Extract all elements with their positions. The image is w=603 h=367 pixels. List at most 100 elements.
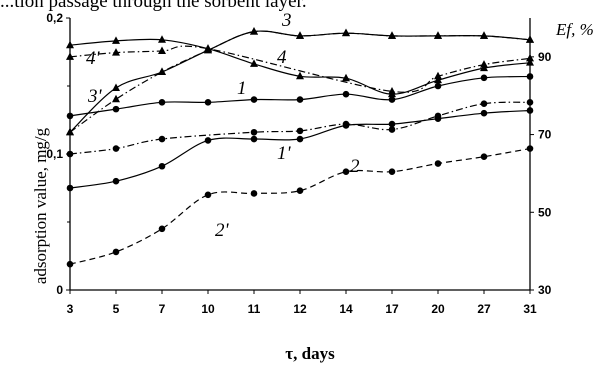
point-1 bbox=[434, 82, 442, 90]
point-2 bbox=[296, 135, 304, 143]
point-4 bbox=[342, 73, 350, 82]
point-4p bbox=[112, 48, 120, 56]
point-1 bbox=[250, 96, 258, 103]
point-1p bbox=[112, 145, 120, 152]
y-tick-label: 0,2 bbox=[46, 11, 63, 25]
point-1p bbox=[296, 127, 304, 135]
curve-label-3: 3 bbox=[281, 10, 292, 31]
x-tick-label: 3 bbox=[67, 302, 74, 316]
series-line-4p bbox=[69, 45, 531, 93]
point-1 bbox=[112, 105, 120, 113]
x-tick-label: 10 bbox=[201, 302, 215, 316]
point-3p bbox=[526, 35, 534, 43]
point-1p bbox=[388, 126, 396, 133]
point-3p bbox=[66, 127, 74, 136]
point-2p bbox=[66, 260, 74, 268]
point-1p bbox=[526, 99, 534, 106]
point-1 bbox=[158, 99, 166, 106]
point-2p bbox=[388, 168, 396, 175]
point-2p bbox=[434, 160, 442, 167]
point-2p bbox=[250, 190, 258, 197]
y-tick-label: 0,1 bbox=[46, 147, 63, 161]
y2-tick-label: 50 bbox=[538, 205, 552, 219]
x-tick-label: 20 bbox=[431, 302, 445, 316]
x-tick-label: 14 bbox=[339, 302, 353, 316]
point-4p bbox=[388, 86, 396, 95]
point-2p bbox=[112, 248, 120, 256]
point-4 bbox=[296, 71, 304, 80]
y-axis-label: adsorption value, mg/g bbox=[31, 127, 50, 284]
point-2 bbox=[342, 122, 350, 129]
point-2 bbox=[66, 184, 74, 192]
caption-text: ...tion passage through the sorbent laye… bbox=[0, 0, 307, 12]
curve-label-4p: 4' bbox=[86, 48, 101, 69]
point-3p bbox=[388, 31, 396, 39]
point-2p bbox=[526, 145, 534, 152]
point-1 bbox=[204, 99, 212, 106]
curve-label-3p: 3' bbox=[87, 86, 103, 107]
point-3 bbox=[112, 83, 120, 91]
point-4 bbox=[66, 40, 74, 49]
point-3p bbox=[158, 67, 166, 76]
point-4 bbox=[434, 75, 442, 84]
point-2p bbox=[296, 187, 304, 195]
point-1p bbox=[480, 100, 488, 107]
x-tick-label: 27 bbox=[477, 302, 491, 316]
point-1p bbox=[158, 135, 166, 143]
point-2 bbox=[250, 135, 258, 143]
point-4 bbox=[158, 35, 166, 43]
point-1 bbox=[388, 96, 396, 103]
curve-label-2: 2 bbox=[350, 156, 360, 177]
point-2 bbox=[526, 107, 534, 114]
point-2p bbox=[158, 225, 166, 233]
point-3p bbox=[480, 31, 488, 39]
point-4 bbox=[112, 36, 120, 44]
y2-axis-label: Ef, % bbox=[555, 20, 594, 39]
point-4 bbox=[250, 59, 258, 67]
x-tick-label: 11 bbox=[248, 302, 261, 316]
point-2 bbox=[158, 162, 166, 170]
x-tick-label: 17 bbox=[385, 302, 399, 316]
point-1 bbox=[526, 73, 534, 80]
point-2 bbox=[480, 109, 488, 117]
x-tick-label: 5 bbox=[113, 302, 120, 316]
point-4p bbox=[158, 46, 166, 55]
point-3p bbox=[434, 31, 442, 39]
point-2 bbox=[112, 177, 120, 185]
series-line-1p bbox=[69, 101, 531, 155]
series-line-2 bbox=[69, 109, 531, 189]
curve-label-4: 4 bbox=[277, 47, 287, 68]
y2-tick-label: 70 bbox=[538, 128, 552, 142]
point-4 bbox=[526, 58, 534, 66]
point-2p bbox=[204, 191, 212, 199]
point-4p bbox=[434, 71, 442, 80]
curve-label-1p: 1' bbox=[277, 143, 292, 164]
point-3p bbox=[112, 94, 120, 103]
x-axis-label: τ, days bbox=[285, 344, 335, 363]
point-2 bbox=[434, 115, 442, 122]
point-1 bbox=[480, 74, 488, 82]
series-line-4 bbox=[69, 38, 531, 95]
series-line-2p bbox=[69, 148, 531, 265]
curve-label-1: 1 bbox=[237, 78, 247, 99]
point-2p bbox=[342, 168, 350, 175]
x-tick-label: 31 bbox=[523, 302, 537, 316]
point-3p bbox=[250, 27, 258, 35]
point-2p bbox=[480, 153, 488, 161]
point-2 bbox=[388, 120, 396, 128]
curve-label-2p: 2' bbox=[215, 220, 230, 241]
point-4p bbox=[480, 60, 488, 68]
series-line-1 bbox=[69, 75, 531, 117]
y-tick-label: 0 bbox=[56, 283, 63, 297]
point-4p bbox=[526, 53, 534, 62]
x-tick-label: 7 bbox=[159, 302, 166, 316]
y2-tick-label: 90 bbox=[538, 50, 552, 64]
point-2 bbox=[204, 137, 212, 144]
point-3p bbox=[342, 28, 350, 37]
point-4p bbox=[66, 52, 74, 60]
point-4p bbox=[204, 44, 212, 52]
x-tick-label: 12 bbox=[293, 302, 307, 316]
y2-tick-label: 30 bbox=[538, 283, 552, 297]
point-1 bbox=[296, 96, 304, 103]
point-1 bbox=[342, 90, 350, 98]
